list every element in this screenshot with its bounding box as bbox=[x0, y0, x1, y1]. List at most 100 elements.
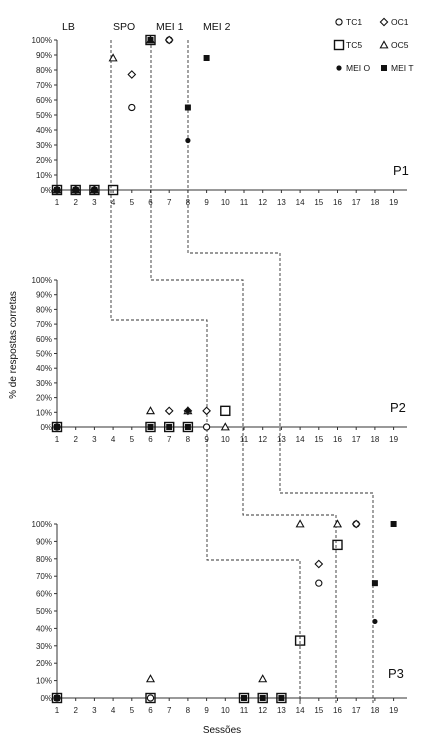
x-tick-label: 7 bbox=[167, 706, 172, 715]
x-tick-label: 6 bbox=[148, 706, 153, 715]
phase-label: MEI 1 bbox=[156, 21, 184, 33]
x-tick-label: 8 bbox=[186, 198, 191, 207]
x-tick-label: 15 bbox=[314, 435, 323, 444]
data-point bbox=[163, 421, 175, 433]
data-point bbox=[107, 184, 119, 196]
data-point bbox=[351, 519, 361, 529]
x-tick-label: 6 bbox=[148, 198, 153, 207]
x-tick-label: 15 bbox=[314, 706, 323, 715]
y-tick-label: 100% bbox=[32, 276, 52, 285]
x-tick-label: 19 bbox=[389, 435, 398, 444]
data-point bbox=[202, 423, 211, 431]
x-tick-label: 1 bbox=[55, 198, 60, 207]
y-tick-label: 80% bbox=[36, 555, 52, 564]
legend-marker bbox=[333, 39, 345, 51]
x-tick-label: 3 bbox=[92, 198, 97, 207]
phase-label: LB bbox=[62, 21, 75, 33]
y-tick-label: 20% bbox=[36, 659, 52, 668]
participant-label: P3 bbox=[388, 666, 404, 681]
x-tick-label: 10 bbox=[221, 198, 230, 207]
data-point bbox=[372, 618, 378, 625]
x-tick-label: 15 bbox=[314, 198, 323, 207]
y-tick-label: 20% bbox=[36, 394, 52, 403]
x-tick-label: 2 bbox=[73, 198, 78, 207]
x-tick-label: 16 bbox=[333, 435, 342, 444]
y-tick-label: 30% bbox=[36, 642, 52, 651]
legend-marker bbox=[336, 65, 342, 71]
y-tick-label: 70% bbox=[36, 81, 52, 90]
x-tick-label: 1 bbox=[55, 435, 60, 444]
y-tick-label: 40% bbox=[36, 624, 52, 633]
y-axis-title: % de respostas corretas bbox=[8, 291, 19, 399]
x-tick-label: 12 bbox=[258, 706, 267, 715]
data-point bbox=[332, 539, 343, 551]
y-tick-label: 50% bbox=[36, 607, 52, 616]
phase-label: MEI 2 bbox=[203, 21, 231, 33]
y-tick-label: 0% bbox=[40, 186, 52, 195]
data-point bbox=[54, 424, 60, 430]
data-point bbox=[145, 406, 156, 415]
data-point bbox=[238, 692, 250, 704]
data-point bbox=[202, 406, 211, 416]
x-tick-label: 17 bbox=[352, 706, 361, 715]
y-tick-label: 50% bbox=[36, 350, 52, 359]
x-tick-label: 17 bbox=[352, 435, 361, 444]
x-tick-label: 13 bbox=[277, 435, 286, 444]
axes bbox=[54, 39, 407, 701]
y-tick-label: 100% bbox=[32, 36, 52, 45]
legend-label: MEI T bbox=[391, 63, 414, 73]
data-point bbox=[54, 695, 60, 701]
x-tick-label: 2 bbox=[73, 435, 78, 444]
y-tick-label: 30% bbox=[36, 141, 52, 150]
legend-marker bbox=[379, 40, 389, 49]
y-tick-label: 90% bbox=[36, 51, 52, 60]
x-tick-label: 11 bbox=[240, 198, 249, 207]
data-point bbox=[185, 137, 191, 144]
x-tick-label: 13 bbox=[277, 706, 286, 715]
data-point bbox=[332, 519, 343, 528]
x-tick-label: 7 bbox=[167, 198, 172, 207]
x-tick-label: 9 bbox=[204, 706, 209, 715]
y-tick-label: 100% bbox=[32, 520, 52, 529]
y-tick-label: 60% bbox=[36, 590, 52, 599]
data-point bbox=[145, 674, 156, 683]
x-tick-label: 9 bbox=[204, 435, 209, 444]
x-tick-label: 8 bbox=[186, 435, 191, 444]
y-tick-label: 10% bbox=[36, 677, 52, 686]
y-tick-label: 80% bbox=[36, 66, 52, 75]
participant-label: P2 bbox=[390, 400, 406, 415]
legend-label: TC1 bbox=[346, 17, 362, 27]
y-tick-label: 60% bbox=[36, 335, 52, 344]
data-point bbox=[108, 53, 118, 62]
x-tick-label: 14 bbox=[296, 198, 305, 207]
x-tick-label: 14 bbox=[296, 435, 305, 444]
data-point bbox=[371, 580, 378, 587]
y-tick-label: 10% bbox=[36, 408, 52, 417]
data-point bbox=[185, 408, 191, 414]
y-tick-label: 70% bbox=[36, 572, 52, 581]
data-point bbox=[164, 35, 174, 45]
data-point bbox=[145, 692, 156, 704]
data-point bbox=[390, 521, 397, 527]
x-tick-label: 6 bbox=[148, 435, 153, 444]
legend-label: TC5 bbox=[346, 40, 362, 50]
data-point bbox=[203, 55, 210, 61]
data-point bbox=[220, 422, 230, 431]
x-tick-label: 4 bbox=[111, 435, 116, 444]
data-point bbox=[145, 421, 156, 433]
x-tick-label: 5 bbox=[130, 198, 135, 207]
y-tick-label: 0% bbox=[40, 423, 52, 432]
x-tick-label: 3 bbox=[92, 435, 97, 444]
x-tick-label: 9 bbox=[204, 198, 209, 207]
data-point bbox=[91, 187, 98, 193]
data-point bbox=[278, 695, 285, 701]
data-point bbox=[51, 421, 63, 433]
x-tick-label: 1 bbox=[55, 706, 60, 715]
data-marks bbox=[51, 34, 397, 704]
y-tick-label: 40% bbox=[36, 364, 52, 373]
y-tick-label: 70% bbox=[36, 320, 52, 329]
x-tick-label: 18 bbox=[370, 198, 379, 207]
data-point bbox=[259, 695, 266, 701]
